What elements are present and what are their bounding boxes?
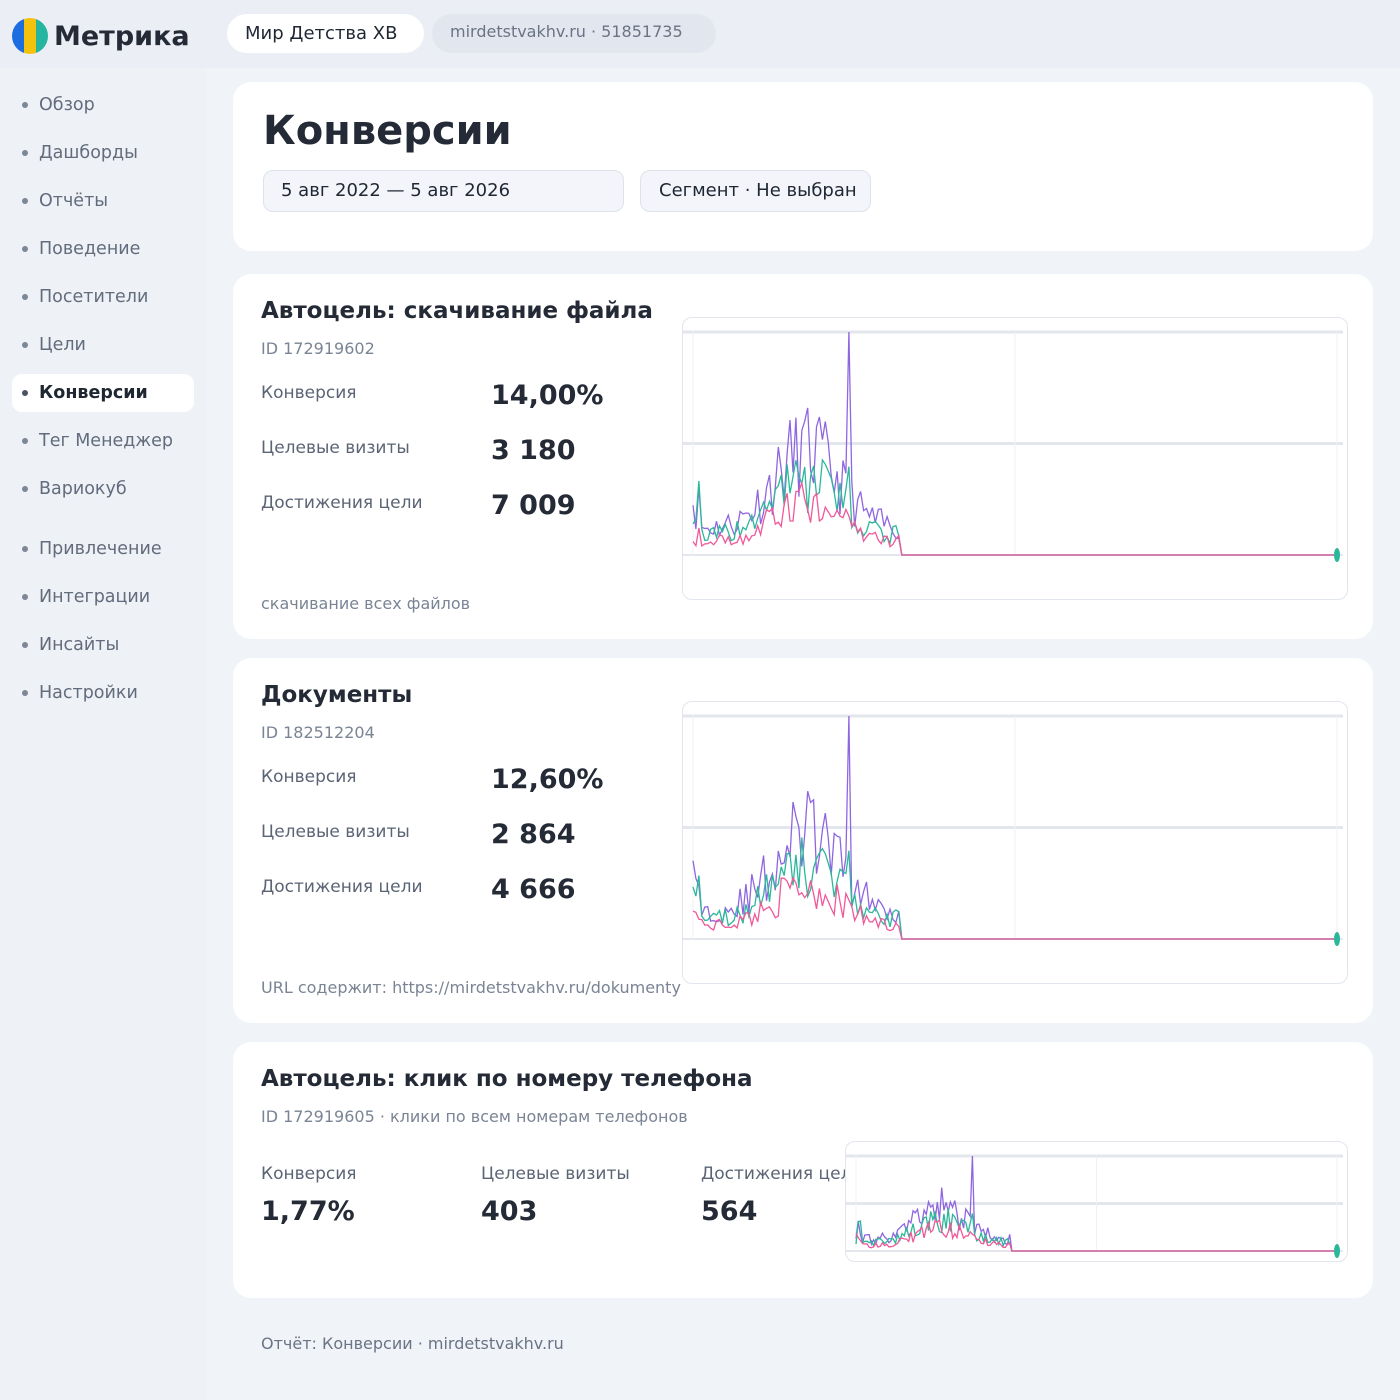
sidebar-item-conversions[interactable]: Конверсии: [12, 374, 194, 412]
conversion-value: 14,00%: [491, 380, 604, 411]
sparkline-chart: [683, 714, 1343, 946]
goal-condition: URL содержит: https://mirdetstvakhv.ru/d…: [261, 978, 681, 997]
series-end-marker: [1334, 1244, 1340, 1258]
bullet-icon: [22, 438, 28, 444]
sidebar-item-label: Вариокуб: [39, 479, 127, 499]
sidebar-item-acquisition[interactable]: Привлечение: [12, 530, 194, 568]
goal-reaches-label: Достижения цели: [261, 877, 423, 897]
conversion-label: Конверсия: [261, 767, 357, 787]
footer-text: Отчёт: Конверсии · mirdetstvakhv.ru: [261, 1334, 564, 1353]
sidebar-item-integrations[interactable]: Интеграции: [12, 578, 194, 616]
sidebar-item-settings[interactable]: Настройки: [12, 674, 194, 712]
goal-id: ID 172919605 · клики по всем номерам тел…: [261, 1107, 688, 1126]
bullet-icon: [22, 150, 28, 156]
goal-chart[interactable]: [682, 701, 1348, 984]
sidebar-item-label: Отчёты: [39, 191, 109, 211]
sidebar-item-insights[interactable]: Инсайты: [12, 626, 194, 664]
bullet-icon: [22, 198, 28, 204]
series-end-marker: [1334, 932, 1340, 946]
sparkline-chart: [846, 1154, 1343, 1258]
goal-card-phone-click: Автоцель: клик по номеру телефона ID 172…: [233, 1042, 1373, 1298]
sidebar-item-label: Настройки: [39, 683, 138, 703]
sparkline-chart: [683, 330, 1343, 562]
goal-id: ID 182512204: [261, 723, 375, 742]
conversion-value: 12,60%: [491, 764, 604, 795]
target-visits-label: Целевые визиты: [261, 438, 410, 458]
series-line: [692, 480, 1337, 556]
sidebar-item-label: Интеграции: [39, 587, 151, 607]
goal-condition: скачивание всех файлов: [261, 594, 471, 613]
sidebar-item-behavior[interactable]: Поведение: [12, 230, 194, 268]
metrika-logo-icon: [12, 18, 48, 54]
sidebar-item-label: Тег Менеджер: [39, 431, 174, 451]
goal-card-documents: Документы ID 182512204 Конверсия 12,60% …: [233, 658, 1373, 1023]
series-line: [692, 876, 1337, 940]
target-visits-value: 2 864: [491, 819, 576, 850]
bullet-icon: [22, 342, 28, 348]
conversion-value: 1,77%: [261, 1196, 355, 1227]
target-visits-label: Целевые визиты: [481, 1164, 630, 1184]
bullet-icon: [22, 486, 28, 492]
sidebar-item-label: Инсайты: [39, 635, 120, 655]
bullet-icon: [22, 642, 28, 648]
logo-text: Метрика: [54, 20, 190, 52]
sidebar-item-goals[interactable]: Цели: [12, 326, 194, 364]
conversion-label: Конверсия: [261, 383, 357, 403]
target-visits-value: 3 180: [491, 435, 576, 466]
target-visits-value: 403: [481, 1196, 538, 1227]
goal-reaches-value: 4 666: [491, 874, 576, 905]
sidebar-item-label: Привлечение: [39, 539, 162, 559]
bullet-icon: [22, 102, 28, 108]
goal-chart[interactable]: [845, 1141, 1348, 1262]
sidebar-item-label: Конверсии: [39, 383, 148, 403]
sidebar-item-label: Дашборды: [39, 143, 138, 163]
sidebar-item-label: Посетители: [39, 287, 149, 307]
sidebar-item-variocube[interactable]: Вариокуб: [12, 470, 194, 508]
bullet-icon: [22, 594, 28, 600]
sidebar-item-label: Поведение: [39, 239, 141, 259]
date-range-picker[interactable]: 5 авг 2022 — 5 авг 2026: [263, 170, 624, 212]
sidebar-item-dashboards[interactable]: Дашборды: [12, 134, 194, 172]
logo[interactable]: Метрика: [12, 18, 190, 54]
sidebar-item-overview[interactable]: Обзор: [12, 86, 194, 124]
conversion-label: Конверсия: [261, 1164, 357, 1184]
goal-reaches-value: 564: [701, 1196, 758, 1227]
site-label[interactable]: mirdetstvakhv.ru · 51851735: [432, 14, 716, 53]
bullet-icon: [22, 546, 28, 552]
goal-title: Документы: [261, 682, 413, 708]
page-title: Конверсии: [263, 108, 512, 154]
sidebar-item-label: Обзор: [39, 95, 95, 115]
bullet-icon: [22, 390, 28, 396]
goal-title: Автоцель: скачивание файла: [261, 298, 653, 324]
sidebar-item-reports[interactable]: Отчёты: [12, 182, 194, 220]
sidebar-item-visitors[interactable]: Посетители: [12, 278, 194, 316]
bullet-icon: [22, 246, 28, 252]
top-bar: Метрика Мир Детства ХВ mirdetstvakhv.ru …: [0, 0, 1400, 68]
series-line: [855, 1218, 1337, 1252]
bullet-icon: [22, 294, 28, 300]
sidebar-item-label: Цели: [39, 335, 86, 355]
goal-title: Автоцель: клик по номеру телефона: [261, 1066, 753, 1092]
goal-reaches-label: Достижения цели: [701, 1164, 863, 1184]
sidebar-item-tag-manager[interactable]: Тег Менеджер: [12, 422, 194, 460]
goal-reaches-label: Достижения цели: [261, 493, 423, 513]
header-card: Конверсии 5 авг 2022 — 5 авг 2026 Сегмен…: [233, 82, 1373, 251]
segment-selector[interactable]: Сегмент · Не выбран: [640, 170, 871, 212]
bullet-icon: [22, 690, 28, 696]
goal-reaches-value: 7 009: [491, 490, 576, 521]
target-visits-label: Целевые визиты: [261, 822, 410, 842]
counter-selector[interactable]: Мир Детства ХВ: [227, 14, 424, 53]
series-end-marker: [1334, 548, 1340, 562]
goal-id: ID 172919602: [261, 339, 375, 358]
goal-card-file-download: Автоцель: скачивание файла ID 172919602 …: [233, 274, 1373, 639]
sidebar: [0, 68, 206, 1400]
goal-chart[interactable]: [682, 317, 1348, 600]
